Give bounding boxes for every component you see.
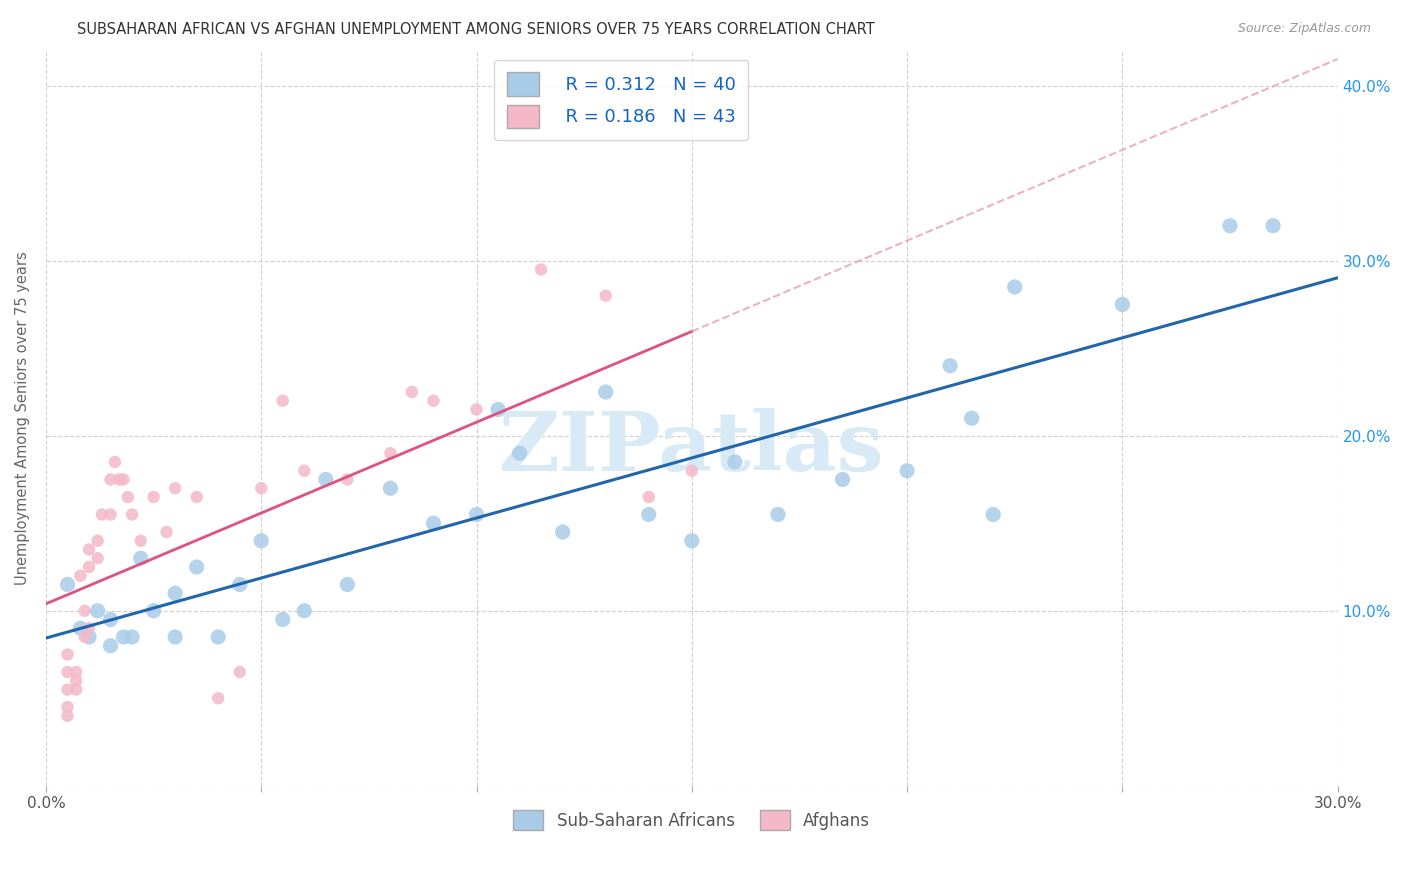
Text: ZIPatlas: ZIPatlas: [499, 408, 884, 488]
Point: [681, 464, 703, 478]
Point: [981, 508, 1004, 522]
Point: [315, 473, 337, 487]
Point: [1219, 219, 1241, 233]
Point: [117, 490, 139, 504]
Point: [896, 464, 918, 478]
Point: [336, 473, 359, 487]
Point: [100, 508, 122, 522]
Point: [69, 621, 91, 635]
Point: [422, 516, 444, 531]
Point: [380, 446, 402, 460]
Point: [207, 691, 229, 706]
Point: [637, 490, 659, 504]
Point: [465, 508, 488, 522]
Point: [69, 568, 91, 582]
Point: [77, 621, 100, 635]
Point: [595, 384, 617, 399]
Point: [56, 708, 79, 723]
Point: [73, 630, 96, 644]
Point: [165, 630, 187, 644]
Point: [186, 560, 208, 574]
Point: [77, 542, 100, 557]
Point: [112, 473, 135, 487]
Point: [165, 481, 187, 495]
Point: [681, 533, 703, 548]
Point: [250, 533, 273, 548]
Point: [207, 630, 229, 644]
Point: [65, 673, 87, 688]
Point: [228, 577, 250, 591]
Point: [65, 665, 87, 679]
Point: [56, 577, 79, 591]
Point: [73, 604, 96, 618]
Point: [250, 481, 273, 495]
Point: [77, 560, 100, 574]
Point: [186, 490, 208, 504]
Point: [56, 682, 79, 697]
Point: [121, 630, 143, 644]
Point: [292, 464, 315, 478]
Point: [530, 262, 553, 277]
Point: [401, 384, 423, 399]
Point: [509, 446, 531, 460]
Point: [766, 508, 789, 522]
Y-axis label: Unemployment Among Seniors over 75 years: Unemployment Among Seniors over 75 years: [15, 252, 30, 585]
Point: [142, 490, 165, 504]
Point: [65, 682, 87, 697]
Point: [56, 700, 79, 714]
Point: [1004, 280, 1026, 294]
Point: [271, 393, 294, 408]
Legend: Sub-Saharan Africans, Afghans: Sub-Saharan Africans, Afghans: [506, 804, 877, 837]
Point: [228, 665, 250, 679]
Point: [271, 613, 294, 627]
Point: [1111, 297, 1133, 311]
Point: [100, 473, 122, 487]
Point: [129, 551, 152, 566]
Point: [595, 289, 617, 303]
Point: [86, 604, 108, 618]
Point: [86, 551, 108, 566]
Point: [121, 508, 143, 522]
Point: [422, 393, 444, 408]
Text: SUBSAHARAN AFRICAN VS AFGHAN UNEMPLOYMENT AMONG SENIORS OVER 75 YEARS CORRELATIO: SUBSAHARAN AFRICAN VS AFGHAN UNEMPLOYMEN…: [77, 22, 875, 37]
Point: [56, 665, 79, 679]
Point: [724, 455, 747, 469]
Point: [77, 630, 100, 644]
Point: [637, 508, 659, 522]
Point: [108, 473, 131, 487]
Point: [939, 359, 962, 373]
Point: [112, 630, 135, 644]
Point: [551, 524, 574, 539]
Point: [91, 508, 114, 522]
Point: [100, 639, 122, 653]
Point: [465, 402, 488, 417]
Point: [831, 473, 853, 487]
Point: [380, 481, 402, 495]
Point: [86, 533, 108, 548]
Point: [960, 411, 983, 425]
Text: Source: ZipAtlas.com: Source: ZipAtlas.com: [1237, 22, 1371, 36]
Point: [56, 648, 79, 662]
Point: [336, 577, 359, 591]
Point: [292, 604, 315, 618]
Point: [104, 455, 127, 469]
Point: [100, 613, 122, 627]
Point: [165, 586, 187, 600]
Point: [142, 604, 165, 618]
Point: [129, 533, 152, 548]
Point: [1261, 219, 1284, 233]
Point: [486, 402, 509, 417]
Point: [155, 524, 177, 539]
